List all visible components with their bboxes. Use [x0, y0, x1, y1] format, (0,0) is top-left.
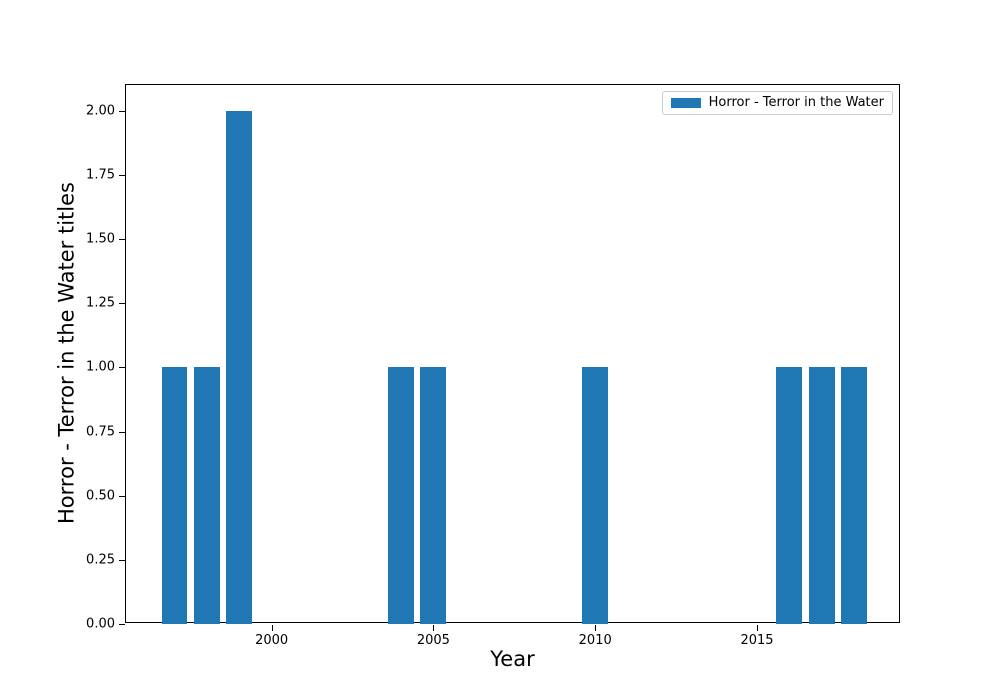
x-tick-label: 2000 [255, 633, 289, 648]
y-tick-label: 0.25 [86, 552, 115, 568]
bar-1998 [193, 367, 220, 624]
y-tick-label: 1.50 [86, 231, 115, 247]
y-axis-label: Horror - Terror in the Water titles [54, 182, 79, 524]
y-tick-mark [119, 624, 125, 625]
bar-2017 [808, 367, 835, 624]
y-tick-label: 1.75 [86, 167, 115, 183]
x-tick-mark [757, 625, 758, 631]
x-axis-label: Year [490, 647, 535, 671]
x-tick-mark [595, 625, 597, 631]
legend-label: Horror - Terror in the Water [708, 95, 884, 110]
x-tick-label: 2010 [578, 633, 612, 648]
legend-swatch-icon [670, 98, 701, 109]
y-tick-label: 0.00 [86, 616, 115, 632]
y-tick-mark [119, 174, 125, 176]
y-tick-label: 2.00 [86, 103, 115, 119]
y-tick-mark [119, 431, 125, 433]
y-tick-label: 1.25 [86, 295, 115, 311]
bar-2018 [841, 367, 867, 624]
x-tick-mark [433, 625, 435, 631]
y-tick-mark [119, 495, 125, 497]
bar-1999 [226, 110, 253, 624]
bar-2010 [582, 367, 609, 624]
bar-1997 [161, 367, 188, 624]
x-tick-label: 2015 [740, 633, 774, 648]
y-tick-mark [119, 110, 125, 112]
y-tick-label: 1.00 [86, 359, 115, 375]
y-tick-label: 0.75 [86, 424, 115, 439]
y-tick-mark [119, 303, 125, 305]
legend: Horror - Terror in the Water [661, 91, 893, 116]
bar-2016 [776, 367, 803, 624]
x-tick-label: 2005 [416, 633, 450, 648]
y-tick-mark [119, 367, 125, 369]
bar-2005 [420, 367, 447, 624]
x-tick-mark [271, 625, 273, 631]
plot-area: 2000 2005 2010 2015 0.00 0.25 0.50 0.75 1.00 1.2… [86, 84, 900, 647]
y-tick-mark [119, 559, 125, 561]
y-tick-label: 0.50 [86, 488, 115, 504]
y-tick-mark [119, 239, 125, 240]
bar-2004 [388, 367, 414, 624]
